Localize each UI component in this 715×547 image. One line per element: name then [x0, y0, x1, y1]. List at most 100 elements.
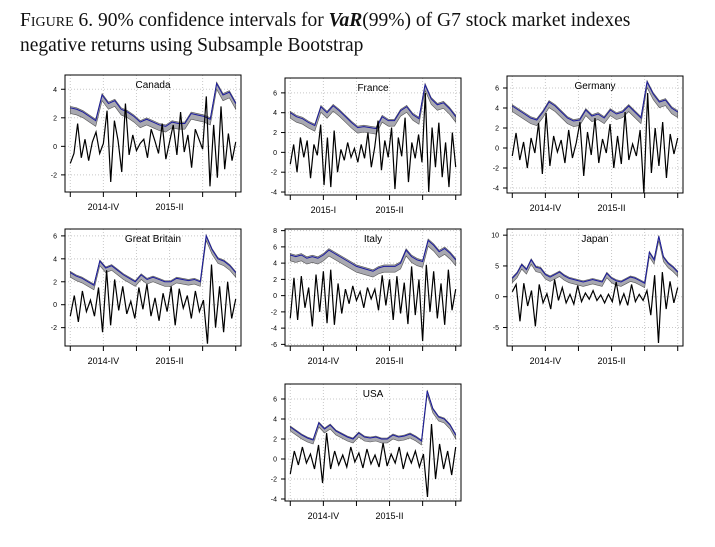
var-line: [70, 234, 237, 286]
plot-frame: [506, 75, 684, 194]
y-tick-label: 0: [273, 293, 277, 300]
y-tick-label: 6: [495, 86, 499, 93]
var-line: [290, 239, 457, 272]
panel-title: Canada: [135, 80, 170, 91]
returns-line: [69, 96, 237, 187]
var-line: [512, 80, 678, 122]
y-tick-label: 0: [53, 302, 57, 309]
y-tick-label: 5: [495, 263, 499, 270]
plot-frame: [284, 77, 462, 196]
panel-title: USA: [363, 389, 384, 400]
panel-japan: 2014-IV 2015-II -5 0 5 10 Japan: [472, 224, 712, 384]
var-confidence-band: [511, 79, 679, 127]
x-tick-label: 2014-IV: [88, 202, 120, 212]
plot-frame: [284, 228, 462, 347]
y-tick-label: 0: [273, 150, 277, 157]
panel-usa: 2014-IV 2015-II -4 -2 0 2 4 6 USA: [250, 379, 490, 539]
y-tick-label: 10: [491, 233, 499, 240]
panel-canada: 2014-IV 2015-II -2 0 2 4 Canada: [30, 70, 270, 230]
x-tick-label: 2015-I: [311, 205, 337, 215]
returns-line: [289, 92, 457, 193]
y-tick-label: -2: [51, 325, 57, 332]
chart-svg: 2014-IV 2015-II -2 0 2 4 Canada: [51, 74, 242, 212]
y-tick-label: 4: [495, 106, 499, 113]
figure-caption: Figure 6. 90% confidence intervals for V…: [20, 10, 631, 56]
plot-frame: [284, 383, 462, 502]
y-tick-label: 6: [273, 244, 277, 251]
panel-title: France: [357, 83, 389, 94]
var-line: [511, 236, 679, 284]
y-tick-label: -4: [271, 190, 277, 197]
panel-title: Japan: [581, 234, 608, 245]
panel-title: Great Britain: [125, 234, 181, 245]
x-tick-label: 2014-IV: [88, 356, 120, 366]
x-tick-label: 2014-IV: [308, 356, 340, 366]
x-tick-label: 2015-II: [376, 205, 404, 215]
y-tick-label: -4: [271, 326, 277, 333]
chart-svg: 2014-IV 2015-II -2 0 2 4 6 Great Britain: [51, 228, 242, 366]
var-line: [70, 82, 237, 127]
y-tick-label: 4: [273, 261, 277, 268]
y-tick-label: 4: [53, 87, 57, 94]
panel-france: 2015-I 2015-II -4 -2 0 2 4 6 France: [250, 73, 490, 233]
chart-svg: 2015-I 2015-II -4 -2 0 2 4 6 France: [271, 77, 462, 215]
x-tick-label: 2015-II: [156, 356, 184, 366]
y-tick-label: -2: [51, 172, 57, 179]
x-tick-label: 2015-II: [598, 203, 626, 213]
x-tick-label: 2015-II: [598, 356, 626, 366]
var-line: [290, 83, 457, 130]
plot-frame: [506, 228, 684, 347]
y-tick-label: 4: [273, 417, 277, 424]
returns-line: [289, 423, 457, 498]
y-tick-label: -6: [271, 342, 277, 349]
x-tick-label: 2015-II: [156, 202, 184, 212]
panel-title: Italy: [364, 234, 382, 245]
y-tick-label: 6: [273, 397, 277, 404]
y-tick-label: 6: [273, 90, 277, 97]
y-tick-label: -2: [271, 309, 277, 316]
x-tick-label: 2015-II: [376, 511, 404, 521]
y-tick-label: 0: [273, 457, 277, 464]
returns-line: [289, 264, 457, 342]
var-confidence-band: [511, 235, 679, 289]
returns-line: [69, 264, 237, 344]
y-tick-label: 2: [53, 279, 57, 286]
y-tick-label: -2: [271, 170, 277, 177]
x-tick-label: 2014-IV: [308, 511, 340, 521]
figure-label: Figure 6.: [20, 10, 94, 31]
chart-svg: 2014-IV 2015-II -5 0 5 10 Japan: [491, 228, 684, 366]
var-confidence-band: [289, 389, 457, 446]
panel-great-britain: 2014-IV 2015-II -2 0 2 4 6 Great Britain: [30, 224, 270, 384]
y-tick-label: 4: [273, 110, 277, 117]
plot-frame: [64, 228, 242, 347]
x-tick-label: 2014-IV: [530, 356, 562, 366]
y-tick-label: 4: [53, 256, 57, 263]
returns-line: [511, 92, 679, 194]
chart-svg: 2014-IV 2015-II -6 -4 -2 0 2 4 6 8 Italy: [271, 228, 462, 366]
panel-italy: 2014-IV 2015-II -6 -4 -2 0 2 4 6 8 Italy: [250, 224, 490, 384]
y-tick-label: 2: [53, 115, 57, 122]
y-tick-label: -4: [271, 497, 277, 504]
returns-line: [511, 272, 679, 343]
y-tick-label: 0: [53, 144, 57, 151]
panel-germany: 2014-IV 2015-II -4 -2 0 2 4 6 Germany: [472, 71, 712, 231]
y-tick-label: 2: [495, 126, 499, 133]
panel-title: Germany: [574, 81, 615, 92]
chart-svg: 2014-IV 2015-II -4 -2 0 2 4 6 Germany: [493, 75, 684, 213]
y-tick-label: 2: [273, 277, 277, 284]
x-tick-label: 2015-II: [376, 356, 404, 366]
x-tick-label: 2014-IV: [530, 203, 562, 213]
y-tick-label: -4: [493, 186, 499, 193]
y-tick-label: 0: [495, 146, 499, 153]
y-tick-label: -5: [493, 325, 499, 332]
y-tick-label: 2: [273, 130, 277, 137]
plot-frame: [64, 74, 242, 193]
y-tick-label: 6: [53, 233, 57, 240]
y-tick-label: -2: [271, 477, 277, 484]
var-line: [289, 390, 457, 442]
y-tick-label: -2: [493, 166, 499, 173]
y-tick-label: 8: [273, 228, 277, 235]
var-confidence-band: [289, 238, 457, 278]
y-tick-label: 2: [273, 437, 277, 444]
chart-svg: 2014-IV 2015-II -4 -2 0 2 4 6 USA: [271, 383, 462, 521]
